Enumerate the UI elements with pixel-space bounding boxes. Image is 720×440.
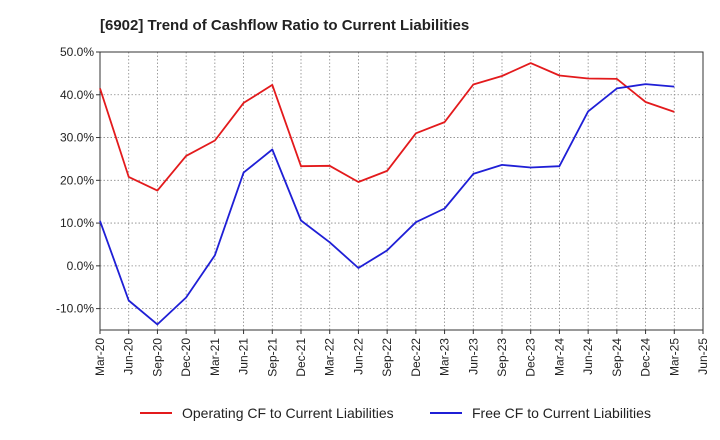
x-axis-ticks: Mar-20 Jun-20 Sep-20 Dec-20 Mar-21 Jun-21 Sep-…	[93, 330, 710, 377]
x-tick-label: Jun-21	[237, 338, 251, 375]
y-tick-label: 10.0%	[60, 216, 94, 230]
x-tick-label: Sep-20	[150, 338, 164, 377]
x-tick-label: Mar-22	[323, 338, 337, 376]
series-line-2	[99, 83, 675, 326]
x-tick-label: Mar-23	[438, 338, 452, 376]
x-tick-label: Jun-24	[581, 338, 595, 375]
x-tick-label: Mar-20	[93, 338, 107, 376]
x-tick-label: Jun-22	[351, 338, 365, 375]
legend-label-1: Operating CF to Current Liabilities	[182, 405, 394, 421]
series-line-1	[99, 62, 675, 192]
x-tick-label: Jun-25	[696, 338, 710, 375]
x-tick-label: Mar-25	[667, 338, 681, 376]
y-tick-label: 20.0%	[60, 173, 94, 187]
y-tick-label: 50.0%	[60, 45, 94, 59]
chart-title: [6902] Trend of Cashflow Ratio to Curren…	[100, 17, 469, 34]
y-tick-label: 30.0%	[60, 131, 94, 145]
grid	[100, 52, 703, 330]
x-tick-label: Dec-21	[294, 338, 308, 377]
y-axis-ticks: 50.0% 40.0% 30.0% 20.0% 10.0% 0.0% -10.0%	[56, 45, 100, 316]
x-tick-label: Sep-21	[265, 338, 279, 377]
y-tick-label: -10.0%	[56, 302, 94, 316]
series-layer	[99, 62, 675, 326]
x-tick-label: Jun-23	[466, 338, 480, 375]
x-tick-label: Sep-24	[610, 338, 624, 377]
x-tick-label: Dec-22	[409, 338, 423, 377]
x-tick-label: Jun-20	[122, 338, 136, 375]
x-tick-label: Sep-23	[495, 338, 509, 377]
x-tick-label: Dec-24	[639, 338, 653, 377]
legend-label-2: Free CF to Current Liabilities	[472, 405, 651, 421]
x-tick-label: Sep-22	[380, 338, 394, 377]
y-tick-label: 0.0%	[67, 259, 95, 273]
x-tick-label: Mar-21	[208, 338, 222, 376]
legend: Operating CF to Current Liabilities Free …	[140, 405, 651, 421]
plot-frame	[99, 51, 704, 331]
y-tick-label: 40.0%	[60, 88, 94, 102]
x-tick-label: Dec-20	[179, 338, 193, 377]
x-tick-label: Dec-23	[524, 338, 538, 377]
x-tick-label: Mar-24	[552, 338, 566, 376]
